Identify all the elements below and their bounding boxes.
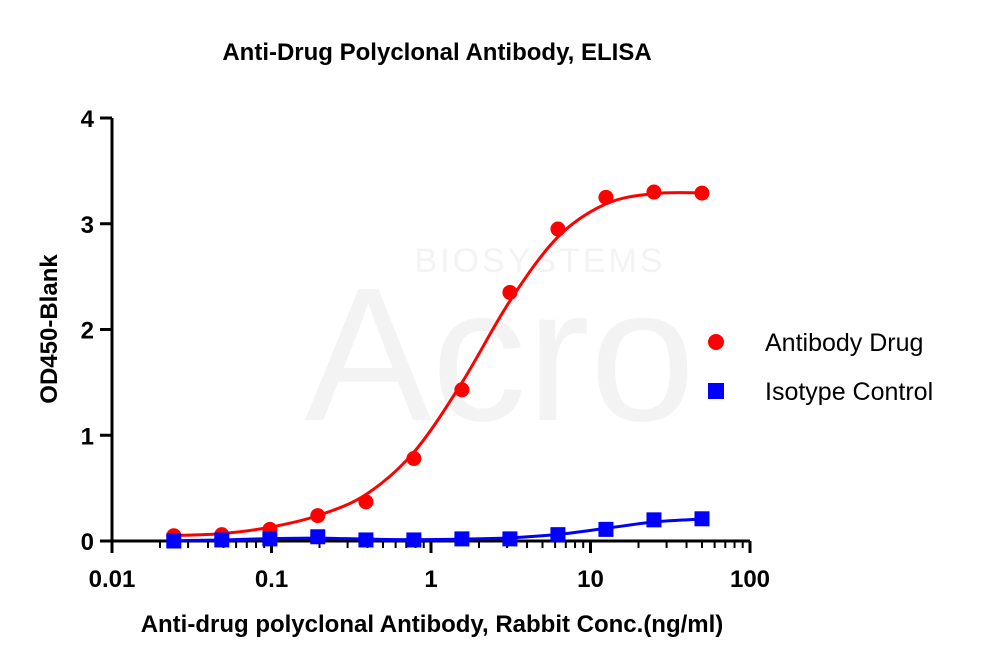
y-tick-label: 3	[81, 212, 94, 239]
legend: Antibody Drug Isotype Control	[708, 329, 933, 406]
data-point-antibody-drug	[694, 185, 710, 201]
legend-marker-isotype-control	[708, 383, 724, 399]
y-tick-label: 4	[81, 106, 95, 133]
data-points	[166, 184, 710, 549]
legend-label-antibody-drug: Antibody Drug	[765, 329, 923, 357]
watermark-logo-text: Acro	[305, 249, 696, 461]
data-point-isotype-control	[502, 531, 518, 547]
data-point-isotype-control	[262, 531, 278, 547]
legend-marker-antibody-drug	[708, 334, 724, 350]
data-point-isotype-control	[406, 532, 422, 548]
data-point-isotype-control	[694, 511, 710, 527]
data-point-antibody-drug	[358, 494, 374, 510]
watermark: BIOSYSTEMS Acro	[305, 242, 696, 461]
legend-label-isotype-control: Isotype Control	[765, 378, 933, 406]
y-tick-label: 0	[81, 529, 94, 556]
data-point-isotype-control	[550, 527, 566, 543]
data-point-isotype-control	[166, 533, 182, 549]
data-point-isotype-control	[454, 531, 470, 547]
y-tick-label: 2	[81, 318, 94, 345]
data-point-antibody-drug	[454, 382, 470, 398]
data-point-antibody-drug	[406, 451, 422, 467]
x-tick-label: 1	[424, 566, 437, 593]
data-point-antibody-drug	[646, 184, 662, 200]
data-point-isotype-control	[358, 532, 374, 548]
data-point-antibody-drug	[550, 221, 566, 237]
data-point-antibody-drug	[502, 284, 518, 300]
data-point-isotype-control	[214, 532, 230, 548]
y-axis-label: OD450-Blank	[36, 254, 63, 404]
chart-title: Anti-Drug Polyclonal Antibody, ELISA	[222, 39, 651, 66]
x-tick-label: 10	[577, 566, 604, 593]
y-tick-label: 1	[81, 423, 94, 450]
x-axis-label: Anti-drug polyclonal Antibody, Rabbit Co…	[141, 611, 724, 638]
data-point-isotype-control	[310, 529, 326, 545]
data-point-antibody-drug	[310, 508, 326, 524]
data-point-isotype-control	[598, 521, 614, 537]
data-point-isotype-control	[646, 512, 662, 528]
x-tick-label: 100	[730, 566, 770, 593]
x-tick-label: 0.1	[255, 566, 288, 593]
x-tick-label: 0.01	[89, 566, 136, 593]
data-point-antibody-drug	[598, 189, 614, 205]
